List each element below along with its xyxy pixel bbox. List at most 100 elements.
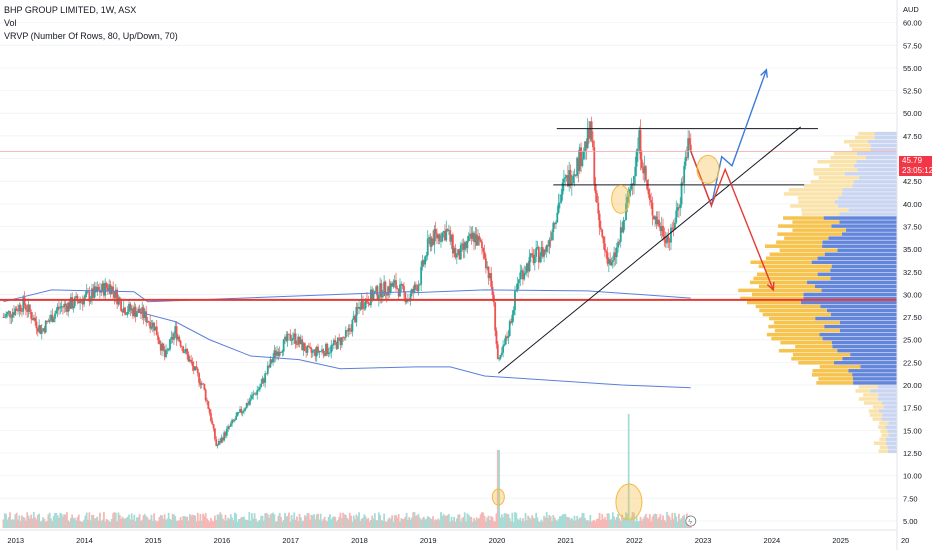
vp-row-down: [768, 324, 825, 329]
volume-bar: [3, 513, 6, 528]
volume-bar: [118, 514, 121, 528]
candle-body: [590, 121, 593, 141]
volume-bar: [372, 518, 375, 528]
vp-row-down: [758, 264, 832, 269]
vp-row-down: [868, 409, 879, 413]
price-tick-label: 30.00: [903, 290, 922, 299]
candle-body: [276, 351, 278, 356]
candle-body: [433, 229, 436, 245]
candle-body: [132, 308, 134, 317]
vp-row-up: [842, 192, 897, 196]
volume-bar: [412, 512, 415, 528]
volume-bar: [376, 520, 379, 528]
volume-bar: [684, 521, 687, 528]
volume-bar: [340, 518, 343, 528]
candle-body: [666, 235, 668, 244]
candle-body: [490, 273, 493, 287]
candle-body: [655, 216, 658, 225]
candle-body: [23, 297, 26, 306]
volume-bar: [442, 513, 445, 528]
candle-body: [522, 270, 524, 280]
candle-body: [253, 393, 256, 395]
volume-bar: [663, 519, 666, 528]
vp-row-down: [881, 433, 889, 437]
vp-row-down: [738, 288, 822, 293]
candle-body: [504, 336, 507, 345]
volume-bar: [655, 514, 658, 528]
candle-body: [18, 305, 21, 312]
candle-body: [102, 283, 105, 296]
candle-body: [255, 393, 257, 395]
vrvp-indicator-label[interactable]: VRVP (Number Of Rows, 80, Up/Down, 70): [4, 31, 178, 41]
volume-indicator-label[interactable]: Vol: [4, 18, 17, 28]
time-axis[interactable]: 2013 2014 2015 2016 2017 2018 2019 2020 2021 2022…: [0, 529, 909, 545]
volume-bar: [134, 521, 137, 528]
volume-bar: [186, 516, 189, 528]
volume-bar: [293, 512, 296, 528]
candle-body: [52, 318, 55, 322]
candle-body: [565, 175, 568, 178]
volume-bar: [499, 517, 502, 528]
vp-row-down: [740, 296, 804, 301]
candle-body: [668, 240, 671, 243]
volume-highlight-ellipse: [615, 483, 643, 521]
candle-body: [391, 283, 393, 287]
vp-row-down: [863, 401, 882, 405]
candle-body: [450, 234, 453, 242]
candle-body: [351, 319, 354, 332]
candle-body: [73, 297, 76, 306]
candle-body: [486, 266, 489, 269]
highlight-ellipse: [696, 154, 720, 184]
candle-body: [664, 239, 667, 244]
candle-body: [428, 237, 430, 239]
candle-body: [158, 340, 161, 344]
volume-bar: [249, 520, 252, 528]
volume-bar: [672, 519, 675, 528]
candle-body: [183, 352, 186, 354]
volume-bar: [539, 521, 542, 528]
candle-body: [106, 287, 109, 291]
symbol-title[interactable]: BHP GROUP LIMITED, 1W, ASX: [4, 5, 137, 15]
candle-body: [268, 365, 271, 368]
candle-body: [231, 419, 234, 424]
candle-body: [395, 280, 397, 289]
vp-row-up: [814, 284, 897, 289]
vp-row-up: [839, 320, 897, 325]
volume-bar: [413, 512, 416, 528]
volume-bar: [153, 513, 156, 528]
candle-body: [644, 166, 647, 181]
volume-bar: [347, 519, 350, 528]
volume-bar: [605, 520, 608, 528]
volume-bar: [403, 518, 405, 528]
candle-body: [129, 303, 132, 311]
volume-bar: [362, 517, 364, 528]
vp-row-up: [852, 184, 897, 188]
volume-bar: [512, 521, 515, 528]
price-axis[interactable]: AUD 5.00 7.50 10.00 12.50 15.00 17.50 20.00 22.5…: [896, 0, 922, 550]
candle-body: [301, 339, 304, 351]
vp-row-up: [823, 216, 897, 220]
volume-bar: [334, 516, 337, 528]
volume-bar: [491, 517, 494, 528]
candle-body: [157, 335, 159, 341]
volume-bar: [495, 513, 498, 528]
volume-bar: [525, 520, 528, 528]
volume-bar: [83, 519, 85, 528]
volume-bar: [128, 514, 130, 528]
volume-bar: [161, 515, 163, 528]
candle-body: [188, 359, 191, 362]
candle-body: [430, 238, 433, 247]
volume-bar: [453, 516, 456, 528]
candle-body: [562, 178, 565, 183]
price-tick-label: 42.50: [903, 177, 922, 186]
candle-body: [630, 183, 633, 189]
volume-bar: [585, 520, 588, 528]
candle-body: [272, 357, 274, 363]
candle-body: [202, 383, 204, 385]
candle-body: [104, 282, 107, 296]
candle-body: [525, 263, 528, 273]
candle-body: [593, 147, 596, 185]
candle-body: [506, 336, 508, 338]
volume-bar: [356, 516, 359, 528]
